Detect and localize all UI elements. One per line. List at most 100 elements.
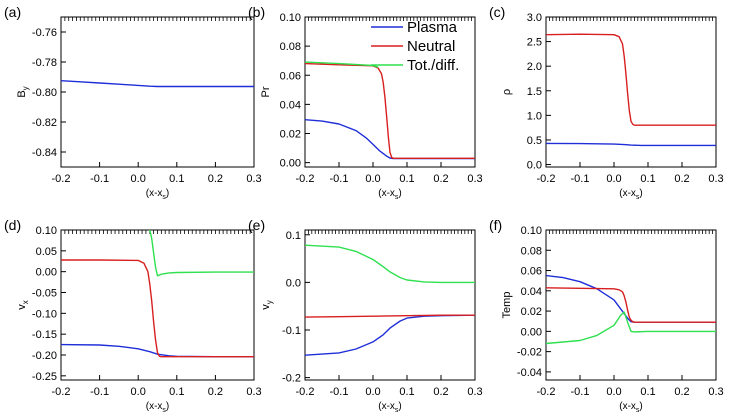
y-tick-label: -0.2 xyxy=(282,373,301,385)
y-tick-label: 0.00 xyxy=(36,267,57,279)
y-tick-label: 2.0 xyxy=(527,61,542,73)
y-tick-label: 0.10 xyxy=(280,12,301,24)
x-tick-label: -0.1 xyxy=(330,173,349,185)
y-tick-label: 0.00 xyxy=(521,326,542,338)
x-tick-label: -0.2 xyxy=(296,386,315,398)
series-line-plasma xyxy=(305,314,475,356)
panel-label: (b) xyxy=(248,4,265,20)
panel-label: (a) xyxy=(4,4,21,20)
series-line-plasma xyxy=(546,274,716,323)
y-axis-label: By xyxy=(16,86,30,97)
panel-c: -0.2 -0.1 0.0 0.1 0.2 0.3 0.0 0.5 1.0 1.5 2.0 2.5 3.… xyxy=(489,4,724,201)
x-axis-label: (x-xs) xyxy=(146,401,170,414)
y-tick-label: -0.20 xyxy=(32,350,57,362)
y-tick-label: 0.0 xyxy=(286,277,301,289)
x-axis-label: (x-xs) xyxy=(146,188,170,201)
x-axis-label: (x-xs) xyxy=(619,401,643,414)
x-axis-label-end: ) xyxy=(639,188,642,199)
series-line-neutral xyxy=(61,259,254,358)
panel-e: -0.2 -0.1 0.0 0.1 0.2 0.3 0.1 0.0 -0.1 -0.2 (x-xs)… xyxy=(248,217,483,414)
x-tick-label: 0.3 xyxy=(467,173,482,185)
y-axis-label: Temp xyxy=(501,292,513,319)
y-tick-label: -0.84 xyxy=(32,147,57,159)
y-tick-label: 1.5 xyxy=(527,86,542,98)
y-tick-label: 0.10 xyxy=(521,225,542,237)
y-tick-label: 0.06 xyxy=(521,266,542,278)
x-tick-label: -0.2 xyxy=(52,386,71,398)
x-tick-label: -0.2 xyxy=(537,173,556,185)
y-tick-label: -0.1 xyxy=(282,325,301,337)
panel-label: (d) xyxy=(4,217,21,233)
panel-label: (f) xyxy=(489,217,502,233)
series-group xyxy=(546,33,716,147)
x-tick-label: 0.3 xyxy=(246,386,261,398)
x-axis-label-subscript: s xyxy=(395,194,399,201)
series-group xyxy=(546,274,716,345)
series-line-tot-diff xyxy=(305,244,475,284)
x-tick-label: 0.1 xyxy=(169,386,184,398)
y-tick-label: -0.76 xyxy=(32,27,57,39)
x-tick-label: 0.0 xyxy=(131,386,146,398)
x-tick-label: 0.3 xyxy=(708,173,723,185)
series-line-plasma xyxy=(546,142,716,147)
y-axis-label: vy xyxy=(260,300,274,310)
x-axis-label-subscript: s xyxy=(162,407,166,414)
x-tick-label: 0.0 xyxy=(606,173,621,185)
panel-label: (e) xyxy=(248,217,265,233)
x-tick-label: 0.3 xyxy=(708,386,723,398)
x-tick-label: -0.2 xyxy=(296,173,315,185)
x-axis-label: (x-xs) xyxy=(378,401,402,414)
y-axis-label-subscript: y xyxy=(265,300,274,304)
y-axis-label-subscript: y xyxy=(21,86,30,90)
panel-a: -0.2 -0.1 0.0 0.1 0.2 0.3 -0.76 -0.78 -0.80 -0.82… xyxy=(4,4,262,201)
x-tick-label: 0.1 xyxy=(169,173,184,185)
series-line-plasma xyxy=(61,80,254,88)
x-axis-label-end: ) xyxy=(166,188,169,199)
legend-label: Plasma xyxy=(407,19,458,36)
y-tick-label: 0.1 xyxy=(286,230,301,242)
x-axis-label-end: ) xyxy=(166,401,169,412)
plot-frame xyxy=(304,229,476,381)
y-tick-label: 2.5 xyxy=(527,37,542,49)
x-tick-label: -0.1 xyxy=(571,173,590,185)
y-tick-label: -0.78 xyxy=(32,57,57,69)
panel-b: -0.2 -0.1 0.0 0.1 0.2 0.3 0.00 0.02 0.04 0.06 0.08… xyxy=(248,4,483,201)
series-group xyxy=(305,244,475,356)
x-tick-label: -0.2 xyxy=(537,386,556,398)
y-tick-label: -0.80 xyxy=(32,87,57,99)
x-axis-label: (x-xs) xyxy=(619,188,643,201)
y-tick-label: 0.08 xyxy=(521,245,542,257)
series-line-neutral xyxy=(546,33,716,126)
series-line-neutral xyxy=(305,62,475,160)
panel-label: (c) xyxy=(489,4,505,20)
y-axis-label-subscript: x xyxy=(21,300,30,304)
x-axis-label-subscript: s xyxy=(395,407,399,414)
series-line-tot-diff xyxy=(305,61,379,68)
x-tick-label: 0.0 xyxy=(606,386,621,398)
y-tick-label: 0.02 xyxy=(521,306,542,318)
plot-frame xyxy=(60,16,255,168)
y-tick-label: 0.08 xyxy=(280,41,301,53)
x-tick-label: 0.1 xyxy=(640,173,655,185)
y-tick-label: 0.05 xyxy=(36,246,57,258)
x-tick-label: 0.2 xyxy=(674,173,689,185)
plot-frame xyxy=(60,229,255,381)
y-tick-label: -0.10 xyxy=(32,308,57,320)
panel-f: -0.2 -0.1 0.0 0.1 0.2 0.3 0.10 0.08 0.06 0.04 0.02… xyxy=(489,217,724,414)
series-group xyxy=(305,61,475,160)
x-tick-label: -0.1 xyxy=(571,386,590,398)
y-tick-label: 0.00 xyxy=(280,158,301,170)
x-axis-label-subscript: s xyxy=(162,194,166,201)
y-tick-label: -0.82 xyxy=(32,117,57,129)
x-tick-label: -0.2 xyxy=(52,173,71,185)
y-tick-label: 3.0 xyxy=(527,12,542,24)
series-line-neutral xyxy=(305,314,475,318)
x-tick-label: 0.0 xyxy=(365,386,380,398)
x-tick-label: 0.1 xyxy=(399,386,414,398)
y-tick-label: 0.0 xyxy=(527,160,542,172)
legend: Plasma Neutral Tot./diff. xyxy=(371,19,459,74)
x-axis-label-subscript: s xyxy=(636,407,640,414)
y-tick-label: -0.15 xyxy=(32,329,57,341)
y-tick-label: 0.02 xyxy=(280,129,301,141)
